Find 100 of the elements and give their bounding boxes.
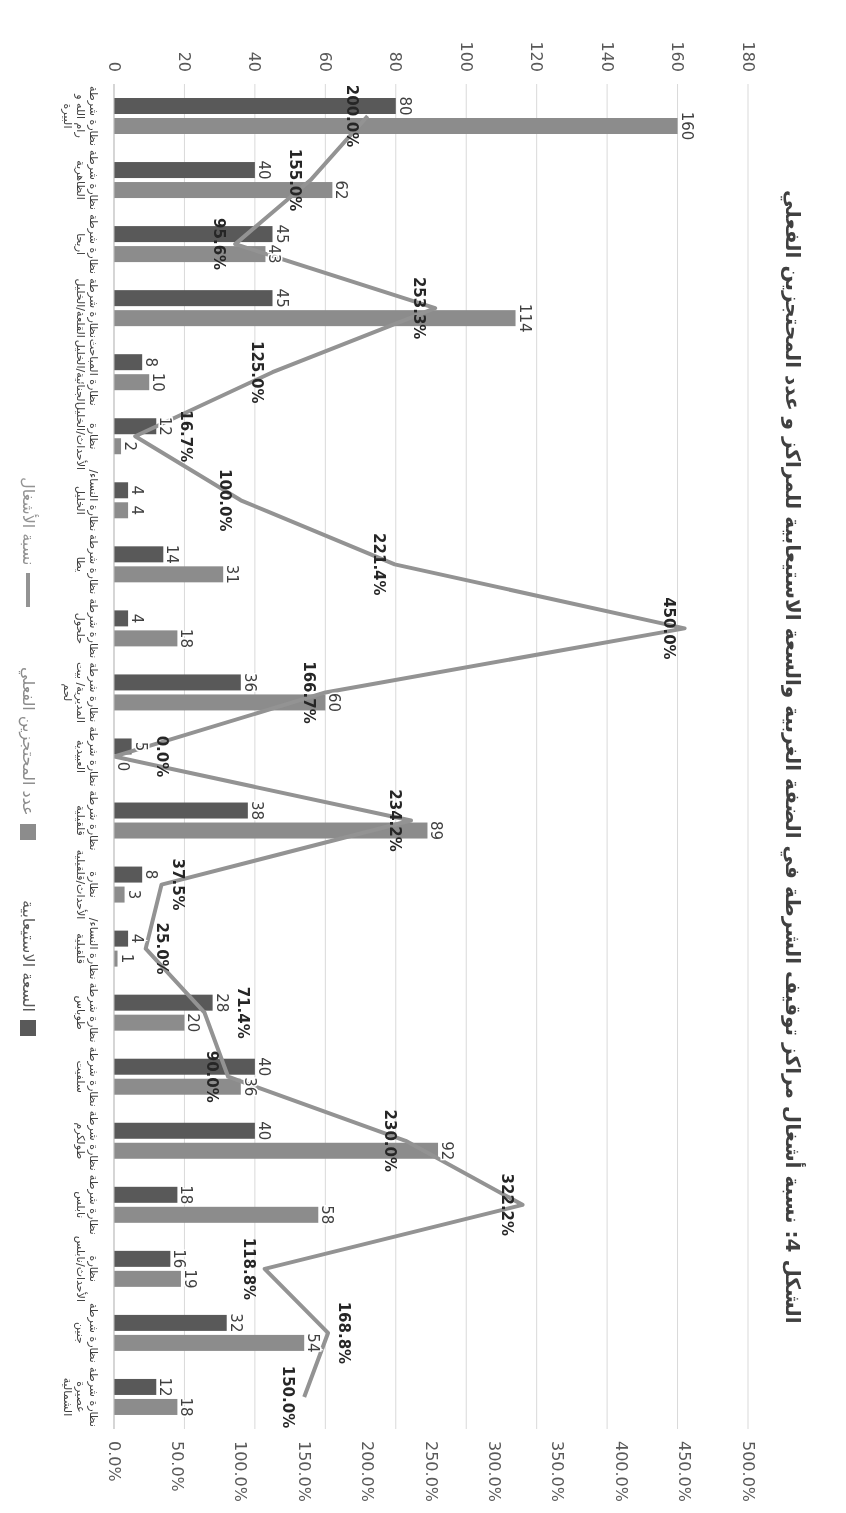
data-label: 166.7% (300, 661, 319, 724)
data-label: 92 (438, 1141, 457, 1161)
data-label: 16 (170, 1249, 189, 1269)
data-label: 5 (131, 741, 150, 752)
bar (114, 1206, 319, 1223)
x2-tick-label: 250.0% (421, 1441, 441, 1503)
data-label: 45 (272, 288, 291, 308)
data-label: 100.0% (215, 469, 234, 532)
data-label: 19 (180, 1269, 199, 1289)
bar (114, 290, 273, 307)
text: عدد المحتجزين الفعلي (18, 667, 38, 816)
bar (114, 866, 143, 883)
data-label: 40 (254, 160, 273, 180)
x2-tick-label: 0.0% (104, 1441, 124, 1482)
bar (114, 930, 129, 947)
data-label: 2 (121, 441, 140, 452)
x2-tick-label: 400.0% (611, 1441, 631, 1503)
y-tick-label: نظارة شرطة عصيرة الشمالية (61, 1367, 101, 1427)
y-tick-label: نظارة شرطة طوباس (74, 982, 101, 1043)
x-tick-label: 120 (527, 41, 547, 72)
data-label: 0 (114, 761, 132, 772)
bar (114, 610, 129, 627)
bar (114, 566, 224, 583)
x-tick-label: 40 (245, 51, 265, 72)
x-tick-label: 80 (386, 51, 406, 72)
text: نسبة الأشغال (18, 477, 38, 566)
data-label: 62 (332, 180, 351, 200)
y-tick-label: نظارة شرطة المديرية/ بيت لحم (61, 661, 101, 723)
data-label: 36 (240, 1077, 259, 1097)
data-label: 31 (223, 564, 242, 584)
y-tick-label: نظارة شرطة سلفيت (74, 1046, 101, 1107)
x-tick-label: 60 (315, 51, 335, 72)
bar (114, 354, 143, 371)
bar (114, 502, 129, 519)
y-tick-label: نظارة شرطة القلعة/الخليل (74, 278, 101, 339)
data-label: 253.3% (410, 276, 429, 340)
data-label: 36 (240, 672, 259, 692)
data-label: 150.0% (279, 1365, 298, 1429)
data-label: 14 (163, 544, 182, 564)
y-tick-label: نظارة شرطة يطا (74, 534, 101, 595)
data-label: 4 (128, 505, 147, 516)
data-label: 4 (128, 933, 147, 944)
x2-tick-label: 300.0% (484, 1441, 504, 1503)
data-label: 60 (325, 692, 344, 712)
data-label: 58 (318, 1205, 337, 1225)
x-tick-label: 140 (597, 41, 617, 72)
data-label: 160 (677, 111, 696, 141)
data-label: 322.2% (497, 1173, 516, 1237)
data-label: 18 (177, 1397, 196, 1417)
data-label: 28 (212, 993, 231, 1013)
y-tick-label: نظارة النساء/ الخليل (74, 469, 101, 532)
bar (114, 1014, 185, 1031)
bar (114, 1270, 181, 1287)
bar (114, 482, 129, 499)
x2-tick-label: 200.0% (358, 1441, 378, 1503)
data-label: 230.0% (380, 1109, 399, 1173)
data-label: 20 (184, 1013, 203, 1033)
bar (114, 886, 125, 903)
data-label: 95.6% (210, 218, 229, 271)
data-label: 8 (142, 869, 161, 880)
bar (114, 994, 213, 1011)
x2-tick-label: 450.0% (675, 1441, 695, 1503)
x-tick-label: 0 (104, 61, 124, 72)
x2-tick-label: 500.0% (738, 1441, 758, 1503)
data-label: 71.4% (233, 986, 252, 1039)
y-tick-label: نظارة شرطة اريحا (74, 214, 101, 275)
x2-tick-label: 100.0% (231, 1441, 251, 1503)
y-tick-label: نظارة شرطة حلحول (74, 598, 101, 659)
text: السعة الاستيعابية (18, 899, 38, 1013)
x-tick-label: 160 (668, 41, 688, 72)
data-label: 12 (156, 1377, 175, 1397)
bar (114, 802, 248, 819)
bar (114, 162, 255, 179)
data-label: 16.7% (177, 410, 196, 463)
x-tick-label: 20 (174, 51, 194, 72)
data-label: 118.8% (239, 1237, 258, 1301)
data-label: 4 (128, 613, 147, 624)
bar (114, 374, 150, 391)
bar (114, 674, 241, 691)
data-label: 89 (427, 821, 446, 841)
data-label: 37.5% (168, 858, 187, 911)
data-label: 80 (395, 96, 414, 116)
data-label: 3 (124, 889, 143, 900)
data-label: 10 (149, 372, 168, 392)
data-label: 200.0% (342, 84, 361, 148)
bar (114, 1378, 157, 1395)
y-tick-label: نظارة شرطة الظاهرية (74, 150, 101, 211)
bar (114, 1334, 305, 1351)
x-tick-label: 100 (456, 41, 476, 72)
data-label: 25.0% (152, 922, 171, 975)
x2-tick-label: 150.0% (294, 1441, 314, 1503)
data-label: 18 (177, 628, 196, 648)
bar (114, 1250, 171, 1267)
y-tick-label: نظارة الأحداث/نابلس (74, 1235, 101, 1302)
x-tick-label: 180 (738, 41, 758, 72)
data-label: 43 (265, 244, 284, 264)
data-label: 114 (515, 303, 534, 333)
data-label: 221.4% (369, 533, 388, 596)
bar (114, 1398, 178, 1415)
data-label: 32 (226, 1313, 245, 1333)
